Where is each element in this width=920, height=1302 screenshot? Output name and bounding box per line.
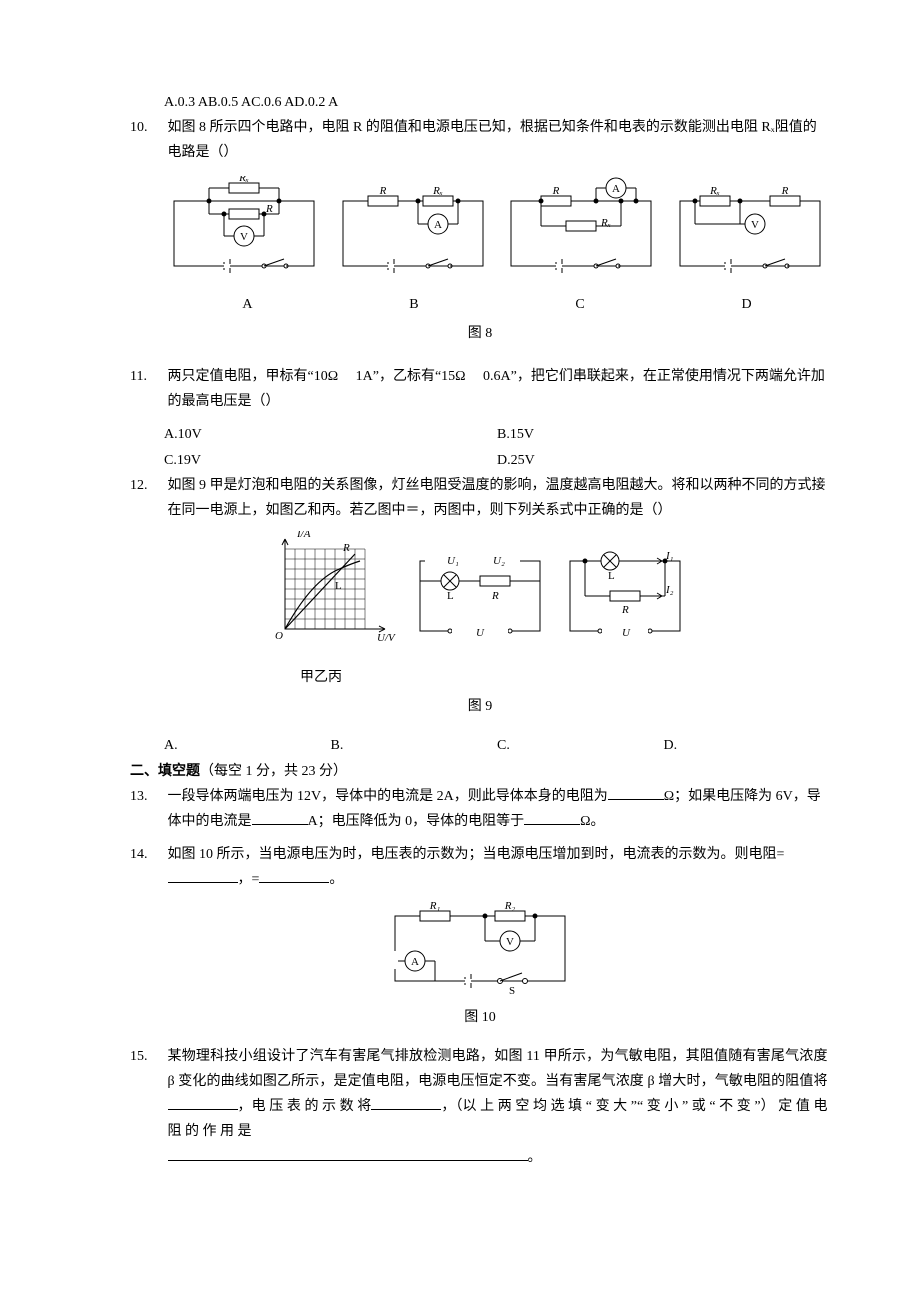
svg-text:V: V bbox=[506, 936, 514, 948]
circuit-b: R Rₓ A bbox=[333, 176, 493, 286]
q15-body: 某物理科技小组设计了汽车有害尾气排放检测电路，如图 11 甲所示，为气敏电阻，其… bbox=[168, 1044, 828, 1170]
q12-opt-d: D. bbox=[664, 733, 831, 758]
svg-text:Rₓ: Rₓ bbox=[709, 185, 720, 197]
svg-text:U: U bbox=[476, 627, 485, 639]
svg-text:L: L bbox=[608, 570, 615, 582]
svg-text:R: R bbox=[378, 185, 386, 197]
q14: 14. 如图 10 所示，当电源电压为时，电压表的示数为；当电源电压增加到时，电… bbox=[130, 842, 830, 892]
q14-num: 14. bbox=[130, 842, 164, 867]
svg-text:V: V bbox=[240, 231, 248, 243]
q11-opt-c: C.19V bbox=[164, 448, 497, 473]
q14-body: 如图 10 所示，当电源电压为时，电压表的示数为；当电源电压增加到时，电流表的示… bbox=[168, 842, 828, 892]
label-b: B bbox=[409, 292, 418, 317]
svg-text:R₂: R₂ bbox=[504, 901, 516, 912]
fig8-row: Rₓ R V R Rₓ A bbox=[130, 176, 830, 286]
svg-text:I₂: I₂ bbox=[665, 584, 674, 596]
q15-num: 15. bbox=[130, 1044, 164, 1069]
circuit-d: Rₓ R V bbox=[670, 176, 830, 286]
q11-text: 两只定值电阻，甲标有“10Ω 1A”，乙标有“15Ω 0.6A”，把它们串联起来… bbox=[168, 364, 828, 414]
q14-p2: ，= bbox=[238, 872, 260, 887]
q15-p2: ，电 压 表 的 示 数 将 bbox=[238, 1099, 372, 1114]
fig10: R₁ R₂ V A S bbox=[130, 901, 830, 1001]
fig8-caption: 图 8 bbox=[130, 321, 830, 346]
q10: 10. 如图 8 所示四个电路中，电阻 R 的阻值和电源电压已知，根据已知条件和… bbox=[130, 115, 830, 165]
q11-num: 11. bbox=[130, 364, 164, 389]
q10-num: 10. bbox=[130, 115, 164, 140]
q12-options: A. B. C. D. bbox=[130, 733, 830, 758]
svg-text:L: L bbox=[335, 580, 342, 592]
svg-text:A: A bbox=[612, 183, 620, 195]
fig10-caption: 图 10 bbox=[130, 1005, 830, 1030]
q12: 12. 如图 9 甲是灯泡和电阻的关系图像，灯丝电阻受温度的影响，温度越高电阻越… bbox=[130, 473, 830, 523]
svg-text:O: O bbox=[275, 630, 283, 642]
section2-header: 二、填空题（每空 1 分，共 23 分） bbox=[130, 759, 830, 784]
blank[interactable] bbox=[371, 1094, 441, 1110]
label-c: C bbox=[575, 292, 584, 317]
q10-text: 如图 8 所示四个电路中，电阻 R 的阻值和电源电压已知，根据已知条件和电表的示… bbox=[168, 115, 828, 165]
section2-title: 二、填空题 bbox=[130, 764, 200, 779]
circuit-a: Rₓ R V bbox=[164, 176, 324, 286]
label-d: D bbox=[741, 292, 751, 317]
q11-options: A.10V B.15V C.19V D.25V bbox=[130, 422, 830, 472]
q12-text: 如图 9 甲是灯泡和电阻的关系图像，灯丝电阻受温度的影响，温度越高电阻越大。将和… bbox=[168, 473, 828, 523]
q15-p1: 某物理科技小组设计了汽车有害尾气排放检测电路，如图 11 甲所示，为气敏电阻，其… bbox=[168, 1049, 828, 1089]
svg-text:A: A bbox=[434, 219, 442, 231]
blank[interactable] bbox=[168, 867, 238, 883]
label-a: A bbox=[242, 292, 252, 317]
q11-opt-b: B.15V bbox=[497, 422, 830, 447]
q13-u2: A；电压降低为 0，导体的电阻等于 bbox=[308, 814, 525, 829]
q15-p4: 。 bbox=[528, 1150, 542, 1165]
q11: 11. 两只定值电阻，甲标有“10Ω 1A”，乙标有“15Ω 0.6A”，把它们… bbox=[130, 364, 830, 414]
svg-text:I₁: I₁ bbox=[665, 550, 674, 562]
q13-p1: 一段导体两端电压为 12V，导体中的电流是 2A，则此导体本身的电阻为 bbox=[168, 789, 608, 804]
svg-text:I/A: I/A bbox=[296, 531, 311, 540]
svg-text:R₁: R₁ bbox=[429, 901, 441, 912]
q9-options: A.0.3 AB.0.5 AC.0.6 AD.0.2 A bbox=[130, 90, 830, 115]
q12-opt-b: B. bbox=[331, 733, 498, 758]
svg-text:U/V: U/V bbox=[377, 632, 396, 644]
svg-text:R: R bbox=[621, 604, 629, 616]
q11-opt-d: D.25V bbox=[497, 448, 830, 473]
circuit-c: R A Rₓ bbox=[501, 176, 661, 286]
q12-num: 12. bbox=[130, 473, 164, 498]
blank-long[interactable] bbox=[168, 1145, 528, 1161]
svg-text:S: S bbox=[509, 985, 515, 997]
blank[interactable] bbox=[168, 1094, 238, 1110]
svg-text:A: A bbox=[411, 956, 419, 968]
q13: 13. 一段导体两端电压为 12V，导体中的电流是 2A，则此导体本身的电阻为Ω… bbox=[130, 784, 830, 834]
blank[interactable] bbox=[524, 809, 580, 825]
q11-opt-a: A.10V bbox=[164, 422, 497, 447]
q9-options-text: A.0.3 AB.0.5 AC.0.6 AD.0.2 A bbox=[164, 95, 338, 110]
q12-opt-c: C. bbox=[497, 733, 664, 758]
svg-text:R: R bbox=[265, 203, 273, 215]
fig9-sublabels: 甲乙丙 bbox=[130, 665, 830, 690]
fig9-caption: 图 9 bbox=[130, 694, 830, 719]
svg-text:Rₓ: Rₓ bbox=[432, 185, 443, 197]
svg-text:V: V bbox=[751, 219, 759, 231]
svg-text:R: R bbox=[491, 590, 499, 602]
section2-note: （每空 1 分，共 23 分） bbox=[200, 764, 347, 779]
blank[interactable] bbox=[252, 809, 308, 825]
svg-text:L: L bbox=[447, 590, 454, 602]
svg-text:Rₓ: Rₓ bbox=[600, 217, 611, 229]
blank[interactable] bbox=[608, 784, 664, 800]
fig8-labels: A B C D bbox=[130, 292, 830, 317]
svg-text:R: R bbox=[552, 185, 560, 197]
svg-text:U: U bbox=[622, 627, 631, 639]
q13-num: 13. bbox=[130, 784, 164, 809]
fig9: I/A R L U/V O U₁ U₂ L R bbox=[130, 531, 830, 661]
svg-text:U₂: U₂ bbox=[493, 555, 505, 567]
svg-text:R: R bbox=[342, 542, 350, 554]
q15: 15. 某物理科技小组设计了汽车有害尾气排放检测电路，如图 11 甲所示，为气敏… bbox=[130, 1044, 830, 1170]
q12-opt-a: A. bbox=[164, 733, 331, 758]
svg-text:U₁: U₁ bbox=[447, 555, 459, 567]
q14-p3: 。 bbox=[329, 872, 343, 887]
q14-p1: 如图 10 所示，当电源电压为时，电压表的示数为；当电源电压增加到时，电流表的示… bbox=[168, 847, 785, 862]
svg-text:R: R bbox=[781, 185, 789, 197]
blank[interactable] bbox=[259, 867, 329, 883]
q13-u3: Ω。 bbox=[580, 814, 604, 829]
svg-text:Rₓ: Rₓ bbox=[238, 176, 249, 184]
q13-body: 一段导体两端电压为 12V，导体中的电流是 2A，则此导体本身的电阻为Ω；如果电… bbox=[168, 784, 828, 834]
